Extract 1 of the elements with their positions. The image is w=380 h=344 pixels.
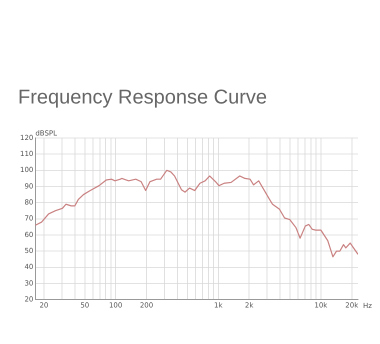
chart-title: Frequency Response Curve bbox=[18, 86, 268, 109]
